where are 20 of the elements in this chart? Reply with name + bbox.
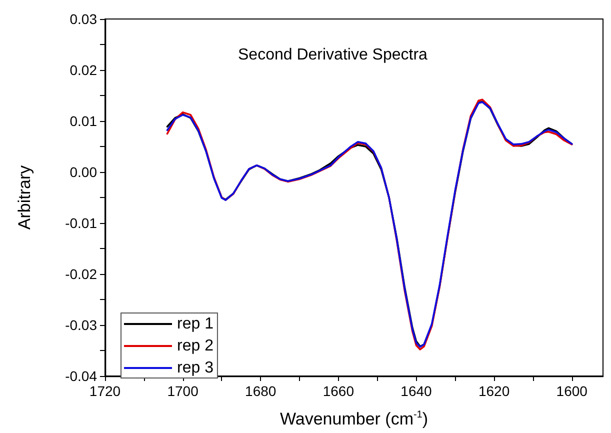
y-tick-label: 0.00 [70, 164, 98, 180]
legend-label: rep 3 [177, 360, 214, 376]
y-tick-label: -0.01 [65, 215, 98, 231]
legend-label: rep 2 [177, 338, 214, 354]
text: Second Derivative Spectra [238, 46, 428, 64]
x-tick-label: 1640 [400, 383, 432, 399]
y-tick-label: -0.04 [65, 368, 98, 384]
y-tick-label: -0.02 [65, 266, 98, 282]
x-tick-label: 1660 [322, 383, 354, 399]
y-tick-label: 0.03 [70, 11, 98, 27]
legend-label: rep 1 [177, 316, 214, 332]
x-tick-label: 1700 [167, 383, 199, 399]
x-tick-label: 1680 [245, 383, 276, 399]
y-axis-title: Arbitrary [15, 164, 34, 230]
x-tick-label: 1600 [556, 383, 588, 399]
y-tick-label: 0.01 [70, 113, 98, 129]
x-tick-label: 1620 [478, 383, 510, 399]
x-tick-label: 1720 [89, 383, 121, 399]
y-tick-label: -0.03 [65, 317, 98, 333]
y-tick-label: 0.02 [70, 62, 98, 78]
